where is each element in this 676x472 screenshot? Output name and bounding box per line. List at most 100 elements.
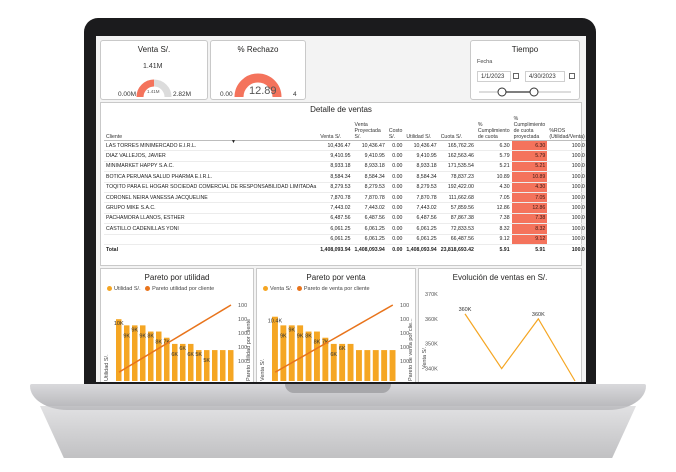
table-row[interactable]: GRUPO MIKE S.A.C. 7,443.02 7,443.02 0.00 7,4…	[104, 202, 586, 214]
start-date-input[interactable]: 1/1/2023	[477, 71, 511, 82]
table-cell: 8,584.34	[352, 171, 387, 183]
kpi-ventas-max: 2.82M	[173, 91, 192, 98]
y-tick-label: 360K	[425, 317, 438, 323]
y2-tick-label: 100	[238, 345, 247, 351]
pareto-line	[118, 304, 232, 373]
table-cell: 6.30	[511, 140, 548, 152]
table-cell: 165,762.26	[438, 140, 476, 152]
table-row[interactable]: LAS TORRES MINIMERCADO E.I.R.L. 10,436.47…	[104, 140, 586, 152]
legend-dot-bar	[107, 286, 112, 292]
table-cell: 100.0	[547, 182, 586, 193]
table-cell: 100.0	[547, 171, 586, 183]
table-cell: LAS TORRES MINIMERCADO E.I.R.L.	[104, 140, 319, 152]
tiempo-slicer[interactable]: Tiempo Fecha 1/1/2023 4/30/2023	[470, 40, 580, 100]
kpi-ventas-title: Venta S/.	[137, 45, 171, 54]
table-cell: 100.0	[547, 161, 586, 173]
table-row[interactable]: CASTILLO CADENILLAS YONI 6,061.25 6,061.25…	[104, 223, 586, 235]
date-range-slider[interactable]	[471, 85, 579, 99]
bar	[372, 350, 379, 381]
laptop-notch	[285, 384, 391, 393]
table-cell: 0.00	[386, 140, 405, 152]
table-cell: 7,443.02	[318, 202, 353, 214]
bar	[180, 343, 186, 381]
table-cell: 1,408,093.94	[318, 243, 353, 255]
table-row[interactable]: DIAZ VALLEJOS, JAVIER 9,410.95 9,410.95 0.0…	[104, 150, 586, 162]
sort-desc-icon[interactable]: ▼	[231, 139, 236, 145]
end-date-input[interactable]: 4/30/2023	[525, 71, 565, 82]
table-cell: 7,870.78	[318, 192, 353, 204]
col-header[interactable]: % Cumplimiento de cuota proyectada	[511, 116, 548, 141]
table-row[interactable]: PACHAMORA LLANOS, ESTHER 6,487.56 6,487.56…	[104, 213, 586, 225]
table-cell: 8,933.18	[318, 161, 353, 173]
table-cell: 7,870.78	[352, 192, 387, 204]
table-cell: 66,487.56	[438, 234, 476, 245]
data-label: 9K	[131, 327, 138, 333]
data-label: 9K	[280, 333, 287, 339]
bar	[280, 325, 287, 381]
data-label: 5K	[195, 352, 202, 358]
table-cell: 8.32	[511, 223, 548, 235]
table-cell: 6,487.56	[404, 213, 439, 225]
pareto-utilidad-card[interactable]: Pareto por utilidad Utilidad S/. Pareto …	[100, 268, 254, 382]
y2-tick-label: 100	[400, 331, 409, 337]
y2-tick-label: 100	[238, 303, 247, 309]
data-label: 6K	[330, 352, 337, 358]
pareto-venta-legend: Venta S/. Pareto de venta por cliente	[263, 286, 370, 292]
table-row[interactable]: MINIMARKET HAPPY S.A.C. 8,933.18 8,933.18 0…	[104, 161, 586, 173]
table-row[interactable]: 6,061.25 6,061.25 0.00 6,061.25 66,487.56 9.1…	[104, 234, 586, 245]
y-tick-label: 370K	[425, 292, 438, 298]
col-header[interactable]: % Cumplimiento de cuota	[475, 116, 512, 141]
table-cell: 100.0	[547, 140, 586, 152]
table-header-row: Cliente Venta S/. Venta Proyectada S/. C…	[104, 116, 586, 141]
col-header[interactable]: Venta Proyectada S/.	[352, 116, 387, 141]
table-cell: 100.0	[547, 213, 586, 225]
table-cell: DIAZ VALLEJOS, JAVIER	[104, 150, 319, 162]
table-cell: 9,410.95	[318, 150, 353, 162]
table-cell: 1,408,093.94	[352, 243, 387, 255]
detalle-ventas-table[interactable]: Detalle de ventas Cliente Venta S/. Vent…	[100, 102, 586, 266]
bar	[196, 350, 202, 381]
calendar-icon[interactable]	[569, 73, 575, 79]
bar	[322, 337, 329, 381]
pareto-utilidad-title: Pareto por utilidad	[144, 273, 210, 282]
col-header[interactable]: Costo S/.	[386, 116, 405, 141]
kpi-ventas-value: 1.41M	[143, 63, 163, 70]
table-cell: 5.79	[475, 150, 512, 162]
col-header[interactable]: %ROS (Utilidad/Venta)	[547, 116, 586, 141]
table-cell: 10,436.47	[404, 140, 439, 152]
bar	[140, 325, 146, 381]
table-cell: 8,584.34	[404, 171, 439, 183]
col-header[interactable]: Cuota S/.	[438, 116, 476, 141]
bar	[272, 316, 278, 381]
table-cell: 8,279.53	[404, 182, 439, 193]
bar	[339, 343, 346, 381]
table-cell: 23,818,693.42	[438, 243, 476, 255]
bar	[156, 331, 162, 381]
bar	[305, 331, 312, 381]
bar	[330, 343, 337, 381]
pareto-venta-card[interactable]: Pareto por venta Venta S/. Pareto de ven…	[256, 268, 416, 382]
calendar-icon[interactable]	[513, 73, 519, 79]
col-header[interactable]: Venta S/.	[318, 116, 353, 141]
col-header[interactable]: Utilidad S/.	[404, 116, 439, 141]
legend-dot-line	[296, 286, 302, 292]
data-label: 8K	[147, 334, 154, 340]
kpi-rechazo-card[interactable]: % Rechazo 12.89 0.00 4	[210, 40, 306, 100]
bar	[132, 325, 138, 381]
table-row[interactable]: BOTICA PERUANA SALUD PHARMA E.I.R.L. 8,58…	[104, 171, 586, 183]
table-cell: 162,563.46	[438, 150, 476, 162]
kpi-ventas-card[interactable]: Venta S/. 1.41M 1.41M 0.00M 2.82M	[100, 40, 208, 100]
y2-tick-label: 100	[400, 303, 409, 309]
data-label: 6K	[171, 352, 178, 358]
table-cell: 111,662.68	[438, 192, 476, 204]
table-cell: 7,443.02	[352, 202, 387, 214]
evolucion-ventas-card[interactable]: Evolución de ventas en S/. Venta S/. 370…	[418, 268, 582, 382]
table-cell: 7.38	[511, 213, 548, 225]
table-row[interactable]: CORONEL NEIRA VANESSA JACQUELINE 7,870.78…	[104, 192, 586, 204]
table-row[interactable]: TOQITO PARA EL HOGAR SOCIEDAD COMERCIAL …	[104, 182, 586, 193]
table-total-row[interactable]: Total 1,408,093.94 1,408,093.94 0.00 1,408,0…	[104, 243, 586, 255]
table-cell: CASTILLO CADENILLAS YONI	[104, 223, 319, 235]
table-cell: 6,061.25	[404, 223, 439, 235]
col-header[interactable]: Cliente	[104, 116, 319, 141]
